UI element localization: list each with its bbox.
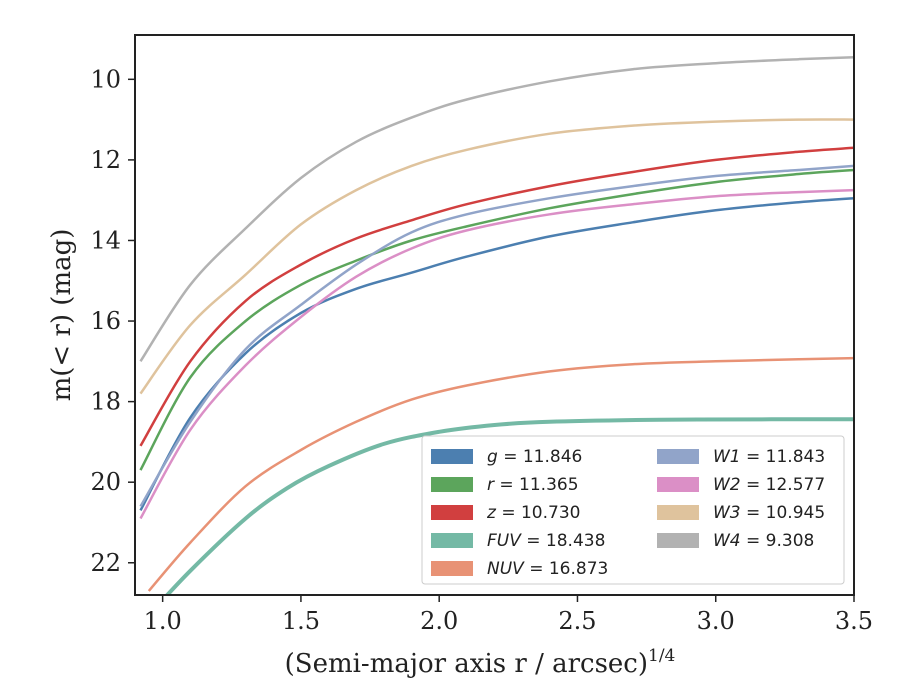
legend-label-fuv: FUV = 18.438: [487, 531, 605, 551]
legend-swatch-w3: [657, 505, 699, 520]
legend-swatch-w2: [657, 477, 699, 492]
series-line-w2: [139, 188, 854, 520]
legend-swatch-w1: [657, 449, 699, 464]
x-tick-label: 2.5: [558, 607, 596, 635]
x-axis-label-exponent: 1/4: [648, 646, 675, 666]
legend-label-w1: W1 = 11.843: [713, 447, 825, 467]
x-tick-label: 3.5: [835, 607, 873, 635]
series-line-r: [139, 168, 854, 471]
series-line-z: [139, 146, 854, 447]
legend-swatch-g: [431, 449, 473, 464]
series-line-fuv: [164, 417, 854, 595]
y-tick-label: 20: [90, 468, 121, 496]
y-axis-ticks: 10 12 14 16 18 20 22: [90, 65, 135, 577]
legend-box: [421, 435, 845, 585]
legend-label-w2: W2 = 12.577: [713, 475, 825, 495]
legend-swatch-z: [431, 505, 473, 520]
legend-swatch-nuv: [431, 561, 473, 576]
legend-label-w3: W3 = 10.945: [713, 503, 825, 523]
series-line-nuv: [147, 356, 854, 592]
legend-label-w4: W4 = 9.308: [713, 531, 814, 551]
legend-label-g: g = 11.846: [487, 447, 582, 467]
legend-label-nuv: NUV = 16.873: [487, 559, 608, 579]
series-line-w1: [139, 164, 854, 508]
y-tick-label: 18: [90, 388, 121, 416]
legend-label-r: r = 11.365: [487, 475, 579, 495]
x-tick-label: 1.5: [282, 607, 320, 635]
legend: g = 11.846 r = 11.365 z = 10.730 FUV = 18.4…: [421, 435, 845, 585]
legend-swatch-w4: [657, 533, 699, 548]
x-axis-ticks: 1.0 1.5 2.0 2.5 3.0 3.5: [144, 595, 873, 635]
series-line-w4: [139, 55, 854, 362]
x-tick-label: 3.0: [697, 607, 735, 635]
y-axis-label: m(< r) (mag): [47, 229, 77, 402]
x-axis-label: (Semi-major axis r / arcsec)1/4: [285, 646, 676, 679]
series-curves: [139, 55, 854, 595]
legend-label-z: z = 10.730: [486, 503, 580, 523]
x-tick-label: 1.0: [144, 607, 182, 635]
y-tick-label: 22: [90, 549, 121, 577]
y-tick-label: 16: [90, 307, 121, 335]
series-line-w3: [139, 118, 854, 395]
plot-frame: [134, 34, 855, 596]
legend-swatch-fuv: [431, 533, 473, 548]
y-tick-label: 10: [90, 65, 121, 93]
y-tick-label: 14: [90, 226, 121, 254]
legend-swatch-r: [431, 477, 473, 492]
x-tick-label: 2.0: [420, 607, 458, 635]
y-tick-label: 12: [90, 146, 121, 174]
